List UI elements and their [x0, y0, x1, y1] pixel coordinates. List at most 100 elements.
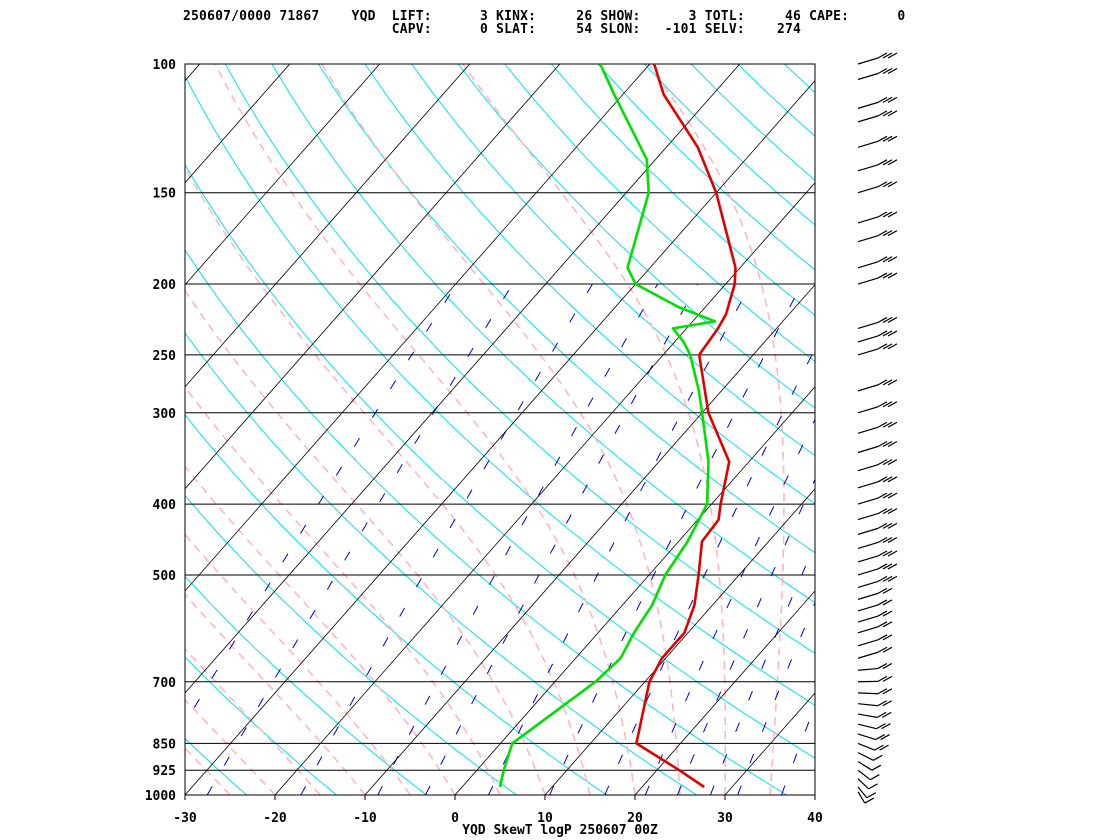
temperature-tick-label: -20: [263, 811, 287, 826]
moist-adiabat-line: [814, 787, 815, 795]
wind-barb: [857, 786, 877, 799]
wind-barb-flag: [887, 379, 898, 386]
wind-barb-flag: [870, 774, 880, 781]
wind-barb: [857, 96, 898, 109]
wind-barb-flag: [875, 734, 885, 741]
wind-barb-flag: [874, 744, 884, 751]
isotherm-line: [185, 64, 561, 490]
wind-barb-staff: [857, 140, 879, 148]
dry-adiabat-line: [550, 64, 815, 316]
wind-barb-flag: [882, 634, 893, 641]
dry-adiabat-line: [185, 413, 608, 795]
wind-barb-flag: [877, 688, 888, 695]
mixing-ratio-line: [377, 283, 659, 795]
dry-adiabat-line: [795, 31, 1120, 811]
wind-barb-flag: [877, 587, 888, 594]
wind-barb-flag: [887, 563, 898, 570]
isotherm-line: [185, 64, 201, 82]
wind-barb: [857, 421, 898, 434]
wind-barb-staff: [857, 791, 866, 804]
wind-barb: [857, 67, 898, 81]
dry-adiabat-line: [597, 64, 815, 271]
wind-barb: [857, 700, 892, 707]
moist-adiabat-line: [185, 166, 591, 795]
wind-barb-flag: [877, 476, 888, 483]
wind-barb-staff: [857, 592, 879, 600]
wind-barb-flag: [877, 256, 888, 263]
wind-barb-staff: [857, 778, 870, 790]
wind-barb-flag: [877, 159, 888, 166]
wind-barb-flag: [882, 401, 893, 408]
wind-barb: [857, 459, 898, 472]
wind-barb-staff: [857, 321, 879, 329]
wind-barb: [857, 761, 882, 771]
wind-barb-flag: [877, 663, 888, 670]
dry-adiabat-line: [185, 494, 518, 795]
wind-barb-flag: [864, 797, 875, 804]
wind-barb-flag: [877, 316, 888, 323]
wind-barb-flag: [877, 52, 888, 59]
wind-barb-flag: [876, 711, 887, 718]
wind-barb-flag: [877, 330, 888, 337]
wind-barb-flag: [877, 621, 888, 628]
wind-barb: [857, 316, 898, 329]
isotherm-line: [724, 692, 815, 795]
wind-barb-staff: [857, 186, 879, 194]
wind-barb-staff: [857, 651, 879, 659]
pressure-tick-label: 1000: [145, 789, 176, 804]
dry-adiabat-line: [317, 64, 815, 554]
wind-barb-flag: [882, 492, 893, 499]
header-line-2: CAPV: 0 SLAT: 54 SLON: -101 SELV: 274: [183, 22, 802, 37]
wind-barb-staff: [857, 692, 878, 695]
wind-barb-flag: [887, 401, 898, 408]
wind-barb-staff: [857, 481, 879, 489]
wind-barb-flag: [887, 522, 898, 529]
wind-barb-flag: [882, 316, 893, 323]
wind-barb-flag: [882, 459, 893, 466]
wind-barb: [857, 587, 893, 600]
isotherm-line: [185, 64, 651, 592]
wind-barb-staff: [857, 261, 879, 269]
wind-barb-staff: [857, 761, 873, 771]
wind-barb-staff: [857, 568, 879, 576]
wind-barb-staff: [857, 406, 879, 414]
wind-barb-flag: [887, 459, 898, 466]
wind-barb-staff: [857, 604, 879, 612]
moist-adiabat-line: [214, 64, 636, 795]
moist-adiabat-line: [185, 385, 501, 795]
isotherm-line: [454, 386, 815, 795]
wind-barb: [857, 550, 898, 563]
wind-barb-staff: [857, 426, 879, 434]
wind-barb-flag: [882, 550, 893, 557]
wind-barb-flag: [877, 536, 888, 544]
wind-barb: [857, 599, 893, 612]
wind-barb-flag: [882, 256, 893, 263]
wind-barb-flag: [882, 159, 893, 166]
dry-adiabat-line: [841, 31, 1120, 811]
wind-barb: [857, 723, 891, 730]
moist-adiabat-line: [185, 593, 366, 795]
wind-barb-flag: [877, 181, 888, 188]
wind-barb-flag: [882, 508, 893, 515]
chart-title: YQD SkewT logP 250607 00Z: [462, 823, 658, 838]
wind-barb: [857, 769, 880, 781]
wind-barb-staff: [857, 713, 878, 718]
wind-barb-flag: [882, 700, 892, 707]
wind-barb-staff: [857, 626, 879, 634]
wind-barb-flag: [877, 379, 888, 386]
wind-barb-flag: [877, 675, 888, 682]
wind-barb: [857, 634, 893, 647]
isotherm-line: [185, 80, 815, 795]
isotherm-line: [185, 64, 471, 388]
mixing-ratio-line: [549, 283, 803, 795]
wind-barb-flag: [877, 634, 888, 641]
wind-barb-flag: [887, 575, 898, 582]
wind-barb-flag: [887, 230, 898, 237]
wind-barb-flag: [882, 110, 893, 117]
wind-barb-staff: [857, 348, 879, 356]
wind-barb-flag: [881, 711, 892, 718]
wind-barb-flag: [882, 575, 893, 582]
wind-barb-staff: [857, 216, 879, 224]
isotherm-line: [185, 64, 381, 286]
wind-barb: [857, 711, 892, 718]
